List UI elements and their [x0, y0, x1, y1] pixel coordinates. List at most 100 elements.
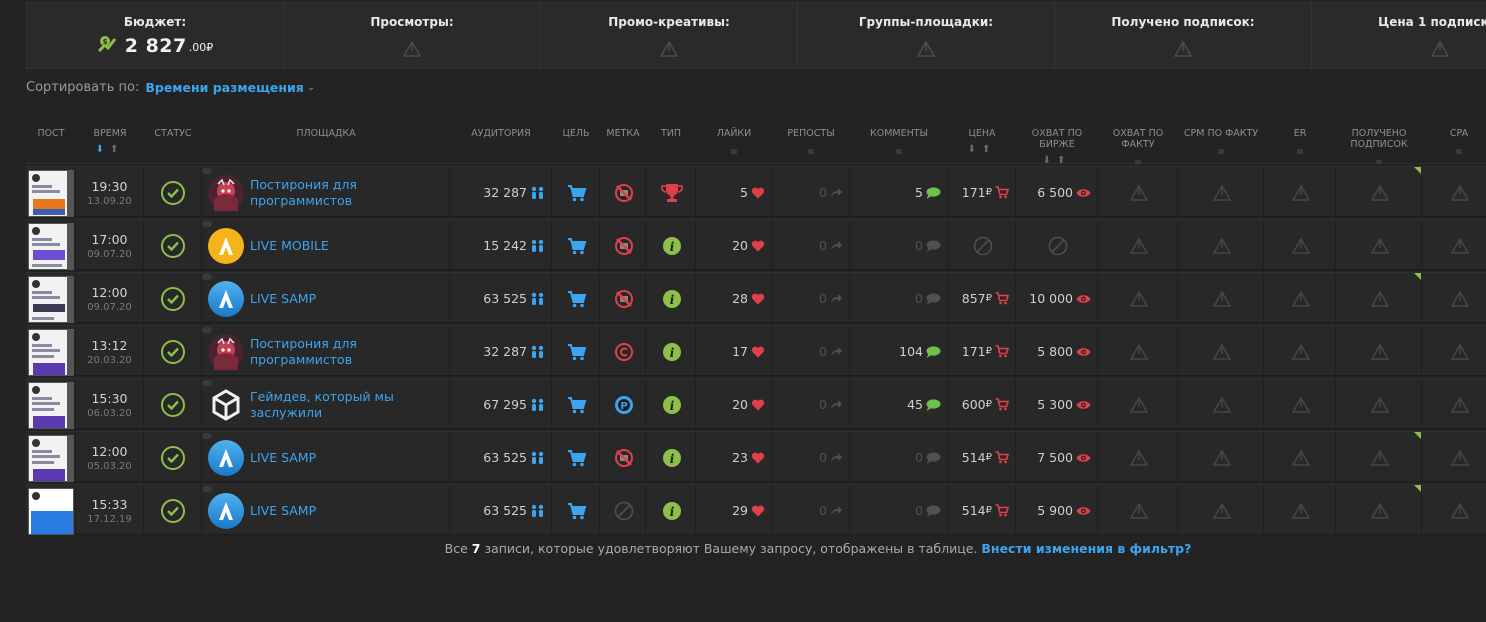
svg-text:$: $: [102, 38, 107, 46]
menu-dot-icon[interactable]: [202, 485, 212, 492]
status-cell: [144, 220, 202, 271]
edit-filter-link[interactable]: Внести изменения в фильтр?: [981, 541, 1192, 556]
column-header-goal[interactable]: ЦЕЛЬ: [552, 118, 600, 164]
sort-arrows-icon[interactable]: ⬇⬆: [1042, 155, 1072, 166]
column-header-site[interactable]: ПЛОЩАДКА: [202, 118, 450, 164]
column-header-likes[interactable]: ЛАЙКИ: [696, 118, 772, 164]
site-name-link[interactable]: LIVE MOBILE: [250, 237, 329, 253]
post-thumbnail[interactable]: [26, 167, 76, 218]
stat-title: Промо-креативы:: [608, 15, 730, 29]
svg-text:i: i: [670, 399, 675, 413]
stat-title: Получено подписок:: [1111, 15, 1255, 29]
post-thumbnail[interactable]: [26, 273, 76, 324]
site-cell[interactable]: LIVE MOBILE: [202, 220, 450, 271]
site-name-link[interactable]: Постирония для программистов: [250, 335, 357, 367]
placeholder-triangle-icon: [1371, 396, 1389, 413]
info-icon[interactable]: i: [662, 395, 682, 415]
site-avatar[interactable]: [202, 432, 244, 476]
column-header-reach-exchange[interactable]: ОХВАТ ПО БИРЖЕ ⬇⬆: [1016, 118, 1098, 166]
column-header-type[interactable]: ТИП: [646, 118, 696, 164]
table-row: 13:12 20.03.20 Постирония для программисто…: [26, 325, 1486, 377]
info-icon[interactable]: i: [662, 289, 682, 309]
site-cell[interactable]: LIVE SAMP: [202, 485, 450, 536]
time-cell: 17:00 09.07.20: [76, 220, 144, 271]
goal-cell: [552, 273, 600, 324]
menu-dot-icon[interactable]: [202, 379, 212, 386]
info-icon[interactable]: i: [662, 236, 682, 256]
site-avatar[interactable]: [202, 273, 244, 317]
eye-icon: [1076, 347, 1091, 357]
site-cell[interactable]: Постирония для программистов: [202, 167, 450, 218]
price-cell: 514 ₽: [948, 432, 1016, 483]
column-header-label: ПЛОЩАДКА: [296, 128, 356, 139]
info-icon[interactable]: i: [662, 501, 682, 521]
cart-icon: [567, 237, 587, 255]
column-header-subs[interactable]: ПОЛУЧЕНО ПОДПИСОК: [1336, 118, 1422, 164]
menu-dot-icon[interactable]: [202, 273, 212, 280]
column-header-post[interactable]: ПОСТ: [26, 118, 76, 164]
post-thumbnail[interactable]: [26, 326, 76, 377]
audience-value: 32 287: [483, 344, 527, 359]
column-header-audience[interactable]: АУДИТОРИЯ: [450, 118, 552, 164]
cart-icon: [567, 502, 587, 520]
status-check-icon: [160, 392, 185, 417]
post-thumbnail[interactable]: [26, 379, 76, 430]
unavailable-icon: [1048, 236, 1068, 256]
heart-icon: [751, 293, 765, 305]
site-avatar[interactable]: [202, 326, 244, 370]
site-name-link[interactable]: LIVE SAMP: [250, 449, 317, 465]
placeholder-triangle-icon: [1130, 396, 1148, 413]
chevron-down-icon[interactable]: ⌄: [306, 82, 316, 93]
site-name-link[interactable]: LIVE SAMP: [250, 290, 317, 306]
menu-dot-icon[interactable]: [202, 326, 212, 333]
site-cell[interactable]: LIVE SAMP: [202, 273, 450, 324]
column-header-cpm[interactable]: CPM ПО ФАКТУ: [1178, 118, 1264, 164]
mark-cell: [600, 167, 646, 218]
placeholder-triangle-icon: [1130, 343, 1148, 360]
sort-arrows-icon[interactable]: ⬇⬆: [967, 144, 997, 155]
share-icon: [830, 399, 843, 410]
menu-dot-icon[interactable]: [202, 432, 212, 439]
sort-arrows-icon[interactable]: ⬇⬆: [95, 144, 125, 155]
column-header-price[interactable]: ЦЕНА ⬇⬆: [948, 118, 1016, 164]
reach-value: 10 000: [1029, 291, 1073, 306]
column-header-reposts[interactable]: РЕПОСТЫ: [772, 118, 850, 164]
post-thumbnail[interactable]: [26, 432, 76, 483]
reach-exchange-cell: 5 800: [1016, 326, 1098, 377]
site-name-link[interactable]: Геймдев, который мы заслужили: [250, 388, 394, 420]
sort-dropdown[interactable]: Времени размещения: [145, 80, 304, 95]
site-cell[interactable]: LIVE SAMP: [202, 432, 450, 483]
menu-dot-icon[interactable]: [202, 167, 212, 174]
site-avatar[interactable]: [202, 220, 244, 264]
info-icon[interactable]: i: [662, 448, 682, 468]
column-header-label: ОХВАТ ПО БИРЖЕ: [1031, 128, 1083, 150]
column-header-cpa[interactable]: CPA: [1422, 118, 1486, 164]
site-cell[interactable]: Геймдев, который мы заслужили: [202, 379, 450, 430]
column-header-mark[interactable]: МЕТКА: [600, 118, 646, 164]
site-avatar[interactable]: [202, 379, 244, 423]
column-header-status[interactable]: СТАТУС: [144, 118, 202, 164]
audience-cell: 63 525: [450, 432, 552, 483]
column-header-comments[interactable]: КОММЕНТЫ: [850, 118, 948, 164]
reposts-cell: 0: [772, 485, 850, 536]
svg-text:i: i: [670, 452, 675, 466]
site-name-link[interactable]: LIVE SAMP: [250, 502, 317, 518]
site-avatar[interactable]: [202, 167, 244, 211]
site-avatar[interactable]: [202, 485, 244, 529]
column-header-label: МЕТКА: [606, 128, 640, 139]
column-header-time[interactable]: ВРЕМЯ ⬇⬆: [76, 118, 144, 164]
info-icon[interactable]: i: [662, 342, 682, 362]
menu-dot-icon[interactable]: [202, 220, 212, 227]
post-date: 13.09.20: [87, 195, 132, 207]
post-thumbnail[interactable]: [26, 220, 76, 271]
placeholder-triangle-icon: [1451, 343, 1469, 360]
status-cell: [144, 379, 202, 430]
svg-text:i: i: [670, 505, 675, 519]
cpm-cell: [1178, 167, 1264, 218]
site-name-link[interactable]: Постирония для программистов: [250, 176, 357, 208]
post-thumbnail[interactable]: [26, 485, 76, 536]
site-cell[interactable]: Постирония для программистов: [202, 326, 450, 377]
column-header-er[interactable]: ER: [1264, 118, 1336, 164]
column-header-reach-fact[interactable]: ОХВАТ ПО ФАКТУ: [1098, 118, 1178, 164]
reach-fact-cell: [1098, 273, 1178, 324]
